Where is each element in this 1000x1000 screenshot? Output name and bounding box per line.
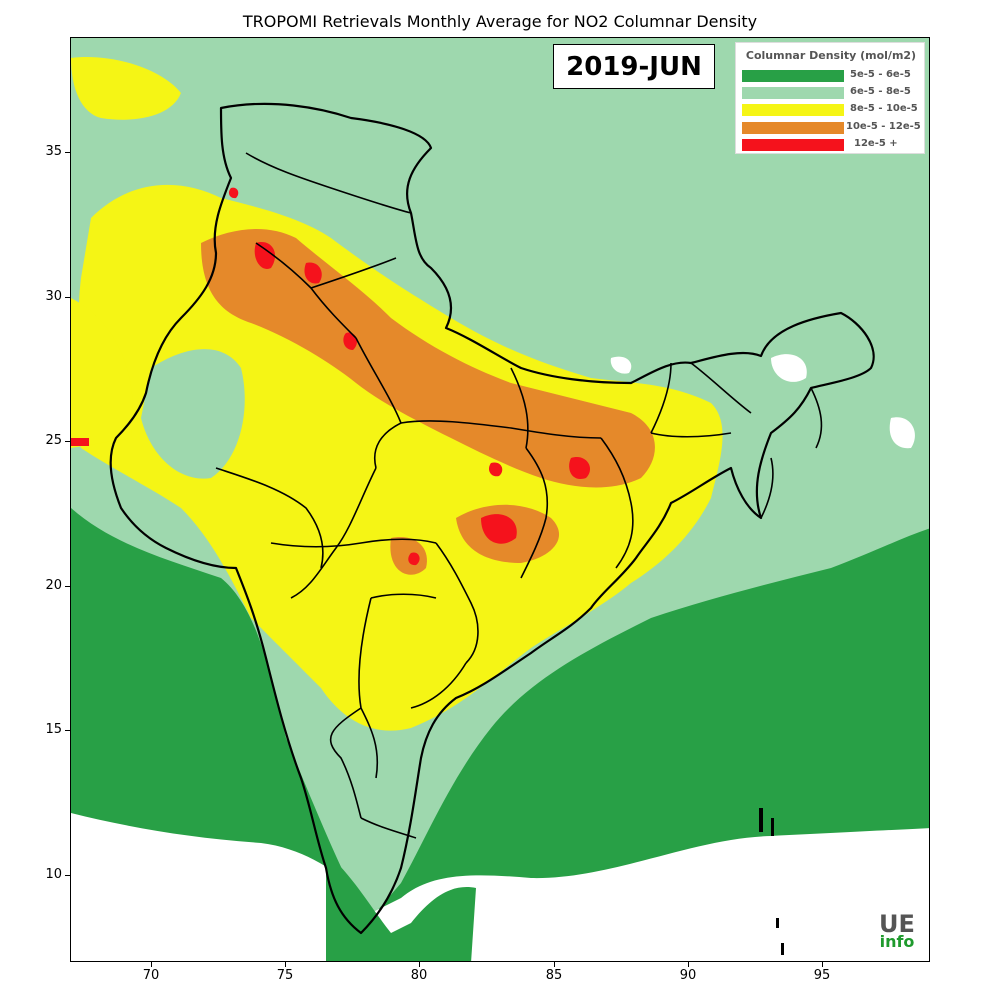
logo-text-top: UE (879, 910, 915, 938)
y-tick-mark (65, 152, 70, 153)
no2-density-map (71, 38, 929, 961)
x-tick-label: 75 (276, 968, 294, 983)
state-boundaries (215, 152, 823, 839)
period-label-box: 2019-JUN (553, 44, 715, 89)
legend-swatch (742, 87, 844, 99)
period-label: 2019-JUN (566, 51, 702, 82)
legend-label: 10e-5 - 12e-5 (846, 121, 921, 132)
legend-item: 8e-5 - 10e-5 (742, 103, 922, 117)
legend-item: 10e-5 - 12e-5 (742, 121, 922, 135)
x-tick-mark (419, 962, 420, 967)
x-tick-mark (151, 962, 152, 967)
logo-text-bottom: info (879, 932, 915, 951)
no-data-region (71, 813, 929, 961)
y-tick-mark (65, 730, 70, 731)
ue-info-logo: UE info (872, 912, 922, 954)
x-tick-label: 80 (410, 968, 428, 983)
legend-item: 6e-5 - 8e-5 (742, 86, 922, 100)
y-tick-label: 30 (45, 289, 62, 304)
y-tick-label: 10 (45, 867, 62, 882)
x-tick-label: 90 (679, 968, 697, 983)
legend-swatch (742, 122, 844, 134)
legend-label: 12e-5 + (854, 138, 898, 149)
map-area (70, 37, 930, 962)
island-marks (759, 808, 784, 955)
legend-label: 8e-5 - 10e-5 (850, 103, 918, 114)
density-band-mid (71, 184, 723, 731)
legend: Columnar Density (mol/m2) 5e-5 - 6e-5 6e… (735, 42, 925, 154)
country-boundary (109, 102, 875, 935)
legend-label: 5e-5 - 6e-5 (850, 69, 911, 80)
x-tick-mark (554, 962, 555, 967)
density-band-highest (71, 187, 591, 566)
y-tick-label: 20 (45, 578, 62, 593)
legend-title: Columnar Density (mol/m2) (745, 49, 917, 62)
legend-item: 12e-5 + (742, 138, 922, 152)
x-tick-mark (822, 962, 823, 967)
legend-label: 6e-5 - 8e-5 (850, 86, 911, 97)
chart-title: TROPOMI Retrievals Monthly Average for N… (242, 12, 758, 31)
y-tick-mark (65, 297, 70, 298)
legend-item: 5e-5 - 6e-5 (742, 69, 922, 83)
legend-swatch (742, 104, 844, 116)
x-tick-mark (285, 962, 286, 967)
y-tick-label: 35 (45, 144, 62, 159)
x-tick-label: 70 (142, 968, 160, 983)
y-tick-mark (65, 586, 70, 587)
x-tick-label: 95 (813, 968, 831, 983)
legend-swatch (742, 139, 844, 151)
x-tick-label: 85 (545, 968, 563, 983)
y-tick-label: 15 (45, 722, 62, 737)
y-tick-label: 25 (45, 433, 62, 448)
y-tick-mark (65, 441, 70, 442)
x-tick-mark (688, 962, 689, 967)
y-tick-mark (65, 875, 70, 876)
legend-swatch (742, 70, 844, 82)
